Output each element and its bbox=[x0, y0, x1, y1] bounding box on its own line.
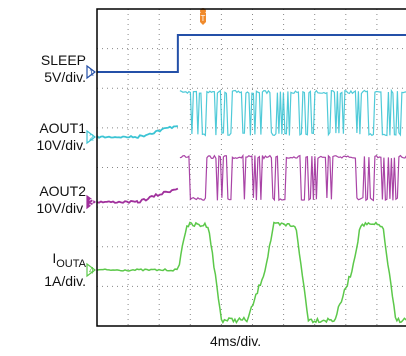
channel-marker-number: 1 bbox=[89, 68, 94, 78]
channel-label-aout2: AOUT2 10V/div. bbox=[0, 183, 86, 217]
traces bbox=[96, 34, 406, 325]
iouta-subscript: OUTA bbox=[56, 257, 86, 270]
trigger-arrow-icon bbox=[200, 13, 206, 25]
trace-aout2-pre bbox=[96, 187, 179, 204]
trigger-marker: T bbox=[200, 8, 206, 25]
trace-aout1-pre bbox=[96, 125, 178, 139]
channel-marker-3 bbox=[86, 194, 96, 210]
channel-marker-4 bbox=[86, 262, 96, 278]
channel-markers: 1 2 3 4 bbox=[86, 64, 96, 278]
channel-marker-number: 4 bbox=[89, 266, 94, 276]
channel-label-iouta: IOUTA 1A/div. bbox=[0, 250, 86, 290]
grid bbox=[97, 9, 406, 326]
trace-iouta bbox=[96, 221, 406, 325]
channel-marker-number: 2 bbox=[89, 133, 94, 143]
trace-sleep bbox=[97, 34, 406, 73]
trace-aout1-burst bbox=[179, 88, 406, 137]
channel-marker-1 bbox=[86, 64, 96, 80]
aout2-scale: 10V/div. bbox=[36, 200, 86, 216]
iouta-scale: 1A/div. bbox=[44, 272, 86, 289]
channel-marker-number: 3 bbox=[89, 198, 94, 208]
sleep-scale: 5V/div. bbox=[44, 69, 86, 85]
trace-aout2-burst bbox=[179, 153, 406, 202]
trigger-letter: T bbox=[201, 14, 206, 23]
iouta-name: I bbox=[52, 250, 57, 266]
sleep-name: SLEEP bbox=[40, 52, 86, 68]
x-axis-label: 4ms/div. bbox=[210, 333, 262, 349]
aout2-name: AOUT2 bbox=[39, 183, 86, 199]
channel-marker-2 bbox=[86, 129, 96, 145]
aout1-scale: 10V/div. bbox=[36, 137, 86, 153]
channel-label-sleep: SLEEP 5V/div. bbox=[0, 52, 86, 86]
plot-border bbox=[96, 8, 406, 327]
channel-label-aout1: AOUT1 10V/div. bbox=[0, 120, 86, 154]
aout1-name: AOUT1 bbox=[39, 120, 86, 136]
